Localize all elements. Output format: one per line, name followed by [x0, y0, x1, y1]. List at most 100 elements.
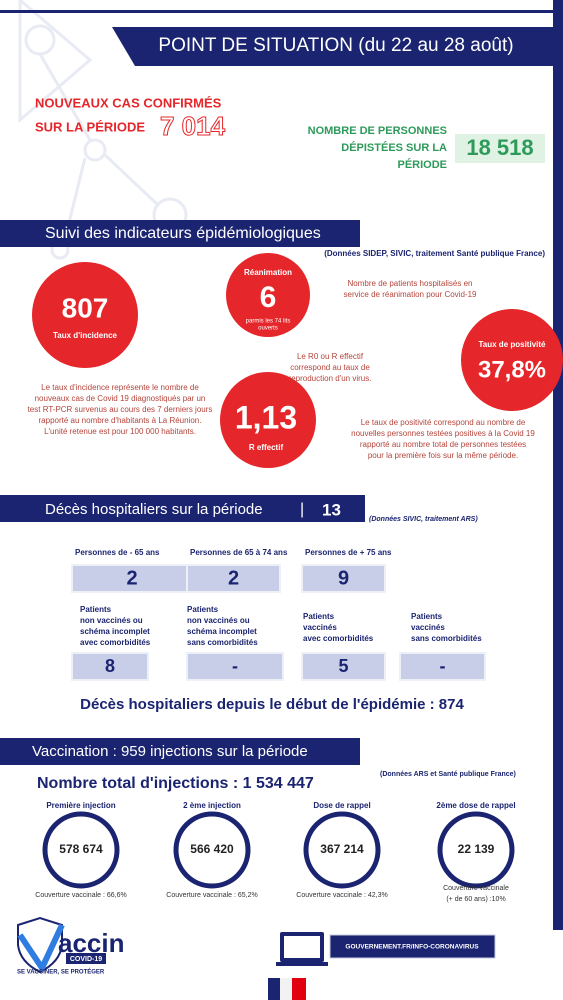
patient-label: schéma incomplet [187, 627, 257, 636]
section-banner [0, 495, 365, 522]
patient-label: non vaccinés ou [80, 616, 143, 625]
reanimation-label: Réanimation [244, 268, 292, 277]
dose-circle [42, 811, 120, 889]
link-box [329, 934, 496, 959]
dose-coverage: Couverture vaccinale : 42,3% [296, 892, 387, 899]
r-note: reproduction d'un virus. [289, 374, 372, 383]
patient-label: Patients [187, 605, 219, 614]
reanimation-circle [226, 253, 310, 337]
section-title: Vaccination : 959 injections sur la péri… [32, 743, 308, 760]
reanimation-value: 6 [260, 281, 277, 314]
dose-circle [173, 811, 251, 889]
screened-label: NOMBRE DE PERSONNES [308, 125, 447, 137]
source: (Données SIDEP, SIVIC, traitement Santé … [324, 249, 545, 258]
positivity-note: Le taux de positivité correspond au nomb… [361, 418, 526, 427]
patient-value: - [440, 656, 446, 676]
age-label: Personnes de 65 à 74 ans [190, 548, 288, 557]
value-box [301, 564, 386, 593]
incidence-note: rapporté au nombre d'habitants à La Réun… [39, 416, 202, 425]
dose-value: 367 214 [320, 842, 364, 856]
source: (Données ARS et Santé publique France) [380, 771, 516, 778]
injections-total: Nombre total d'injections : 1 534 447 [37, 775, 314, 792]
value-box [301, 652, 386, 681]
dose-circle [303, 811, 381, 889]
deaths-total: Décès hospitaliers depuis le début de l'… [80, 696, 464, 713]
logo-text: accin [58, 928, 125, 958]
dose-label: Dose de rappel [313, 801, 370, 810]
positivity-circle [461, 309, 563, 411]
dose-value: 566 420 [190, 842, 234, 856]
dose-value: 578 674 [59, 842, 103, 856]
title: POINT DE SITUATION (du 22 au 28 août) [158, 35, 513, 56]
screened-label: PÉRIODE [397, 158, 447, 171]
positivity-label: Taux de positivité [479, 340, 547, 349]
positivity-note: nouvelles personnes testées positives à … [351, 429, 535, 438]
dose-circle [437, 811, 515, 889]
top-line [0, 10, 563, 13]
dose-label: 2ème dose de rappel [436, 801, 515, 810]
screened-value: 18 518 [466, 135, 533, 160]
value-box [71, 652, 149, 681]
patient-value: - [232, 656, 238, 676]
patient-value: 5 [338, 656, 348, 676]
incidence-note: test RT-PCR survenus au cours des 7 dern… [28, 405, 213, 414]
section-banner [0, 220, 360, 247]
positivity-note: rapporté au nombre total de personnes te… [360, 440, 526, 449]
dose-value: 22 139 [458, 842, 495, 856]
incidence-note: Le taux d'incidence représente le nombre… [41, 383, 199, 392]
positivity-note: pour la première fois sur la même périod… [368, 451, 518, 460]
dose-coverage: (+ de 60 ans) :10% [446, 896, 505, 903]
reanimation-note: service de réanimation pour Covid-19 [344, 290, 478, 299]
incidence-circle [32, 262, 138, 368]
patient-label: Patients [80, 605, 112, 614]
side-bar [553, 0, 563, 930]
value-box [186, 564, 281, 593]
patient-label: non vaccinés ou [187, 616, 250, 625]
link: GOUVERNEMENT.FR/INFO-CORONAVIRUS [345, 944, 479, 951]
logo-sub: COVID-19 [70, 956, 102, 963]
reanimation-sub: ouverts [258, 326, 278, 332]
screened-label: DÉPISTÉES SUR LA [341, 141, 447, 154]
value-box [455, 134, 545, 163]
patient-label: vaccinés [303, 623, 337, 632]
patient-label: sans comorbidités [411, 634, 482, 643]
cases-label: NOUVEAUX CAS CONFIRMÉS [35, 95, 222, 110]
separator: | [300, 501, 304, 518]
patient-label: avec comorbidités [80, 638, 151, 647]
section-title: Décès hospitaliers sur la période [45, 501, 263, 518]
r-circle [220, 372, 316, 468]
value-box [399, 652, 486, 681]
dose-label: Première injection [46, 801, 115, 810]
age-value: 2 [228, 567, 239, 589]
section-banner [0, 738, 360, 765]
dose-label: 2 ème injection [183, 801, 241, 810]
positivity-value: 37,8% [478, 356, 546, 383]
incidence-note: nouveaux cas de Covid 19 diagnostiqués p… [35, 394, 206, 403]
computer-icon [276, 932, 328, 966]
r-note: correspond au taux de [290, 363, 370, 372]
age-label: Personnes de - 65 ans [75, 548, 160, 557]
value-box [186, 652, 284, 681]
incidence-value: 807 [62, 292, 109, 323]
section-title: Suivi des indicateurs épidémiologiques [45, 225, 321, 242]
dose-coverage: Couverture vaccinale : 66,6% [35, 892, 126, 899]
r-value: 1,13 [235, 399, 297, 435]
patient-label: Patients [411, 612, 443, 621]
cases-label: SUR LA PÉRIODE [35, 119, 145, 134]
title-banner [112, 27, 553, 66]
dose-coverage: Couverture vaccinale [443, 885, 509, 892]
incidence-label: Taux d'incidence [53, 331, 118, 340]
source: (Données SIVIC, traitement ARS) [369, 516, 478, 523]
republic-logo [268, 978, 306, 1000]
cases-value: 7 014 [160, 111, 226, 141]
age-value: 2 [126, 567, 137, 589]
incidence-note: L'unité retenue est pour 100 000 habitan… [44, 427, 196, 436]
slogan: SE VACCINER, SE PROTÉGER [17, 968, 105, 976]
patient-label: schéma incomplet [80, 627, 150, 636]
patient-label: Patients [303, 612, 335, 621]
patient-label: sans comorbidités [187, 638, 258, 647]
r-note: Le R0 ou R effectif [297, 352, 364, 361]
dose-coverage: Couverture vaccinale : 65,2% [166, 892, 257, 899]
age-value: 9 [338, 567, 349, 589]
